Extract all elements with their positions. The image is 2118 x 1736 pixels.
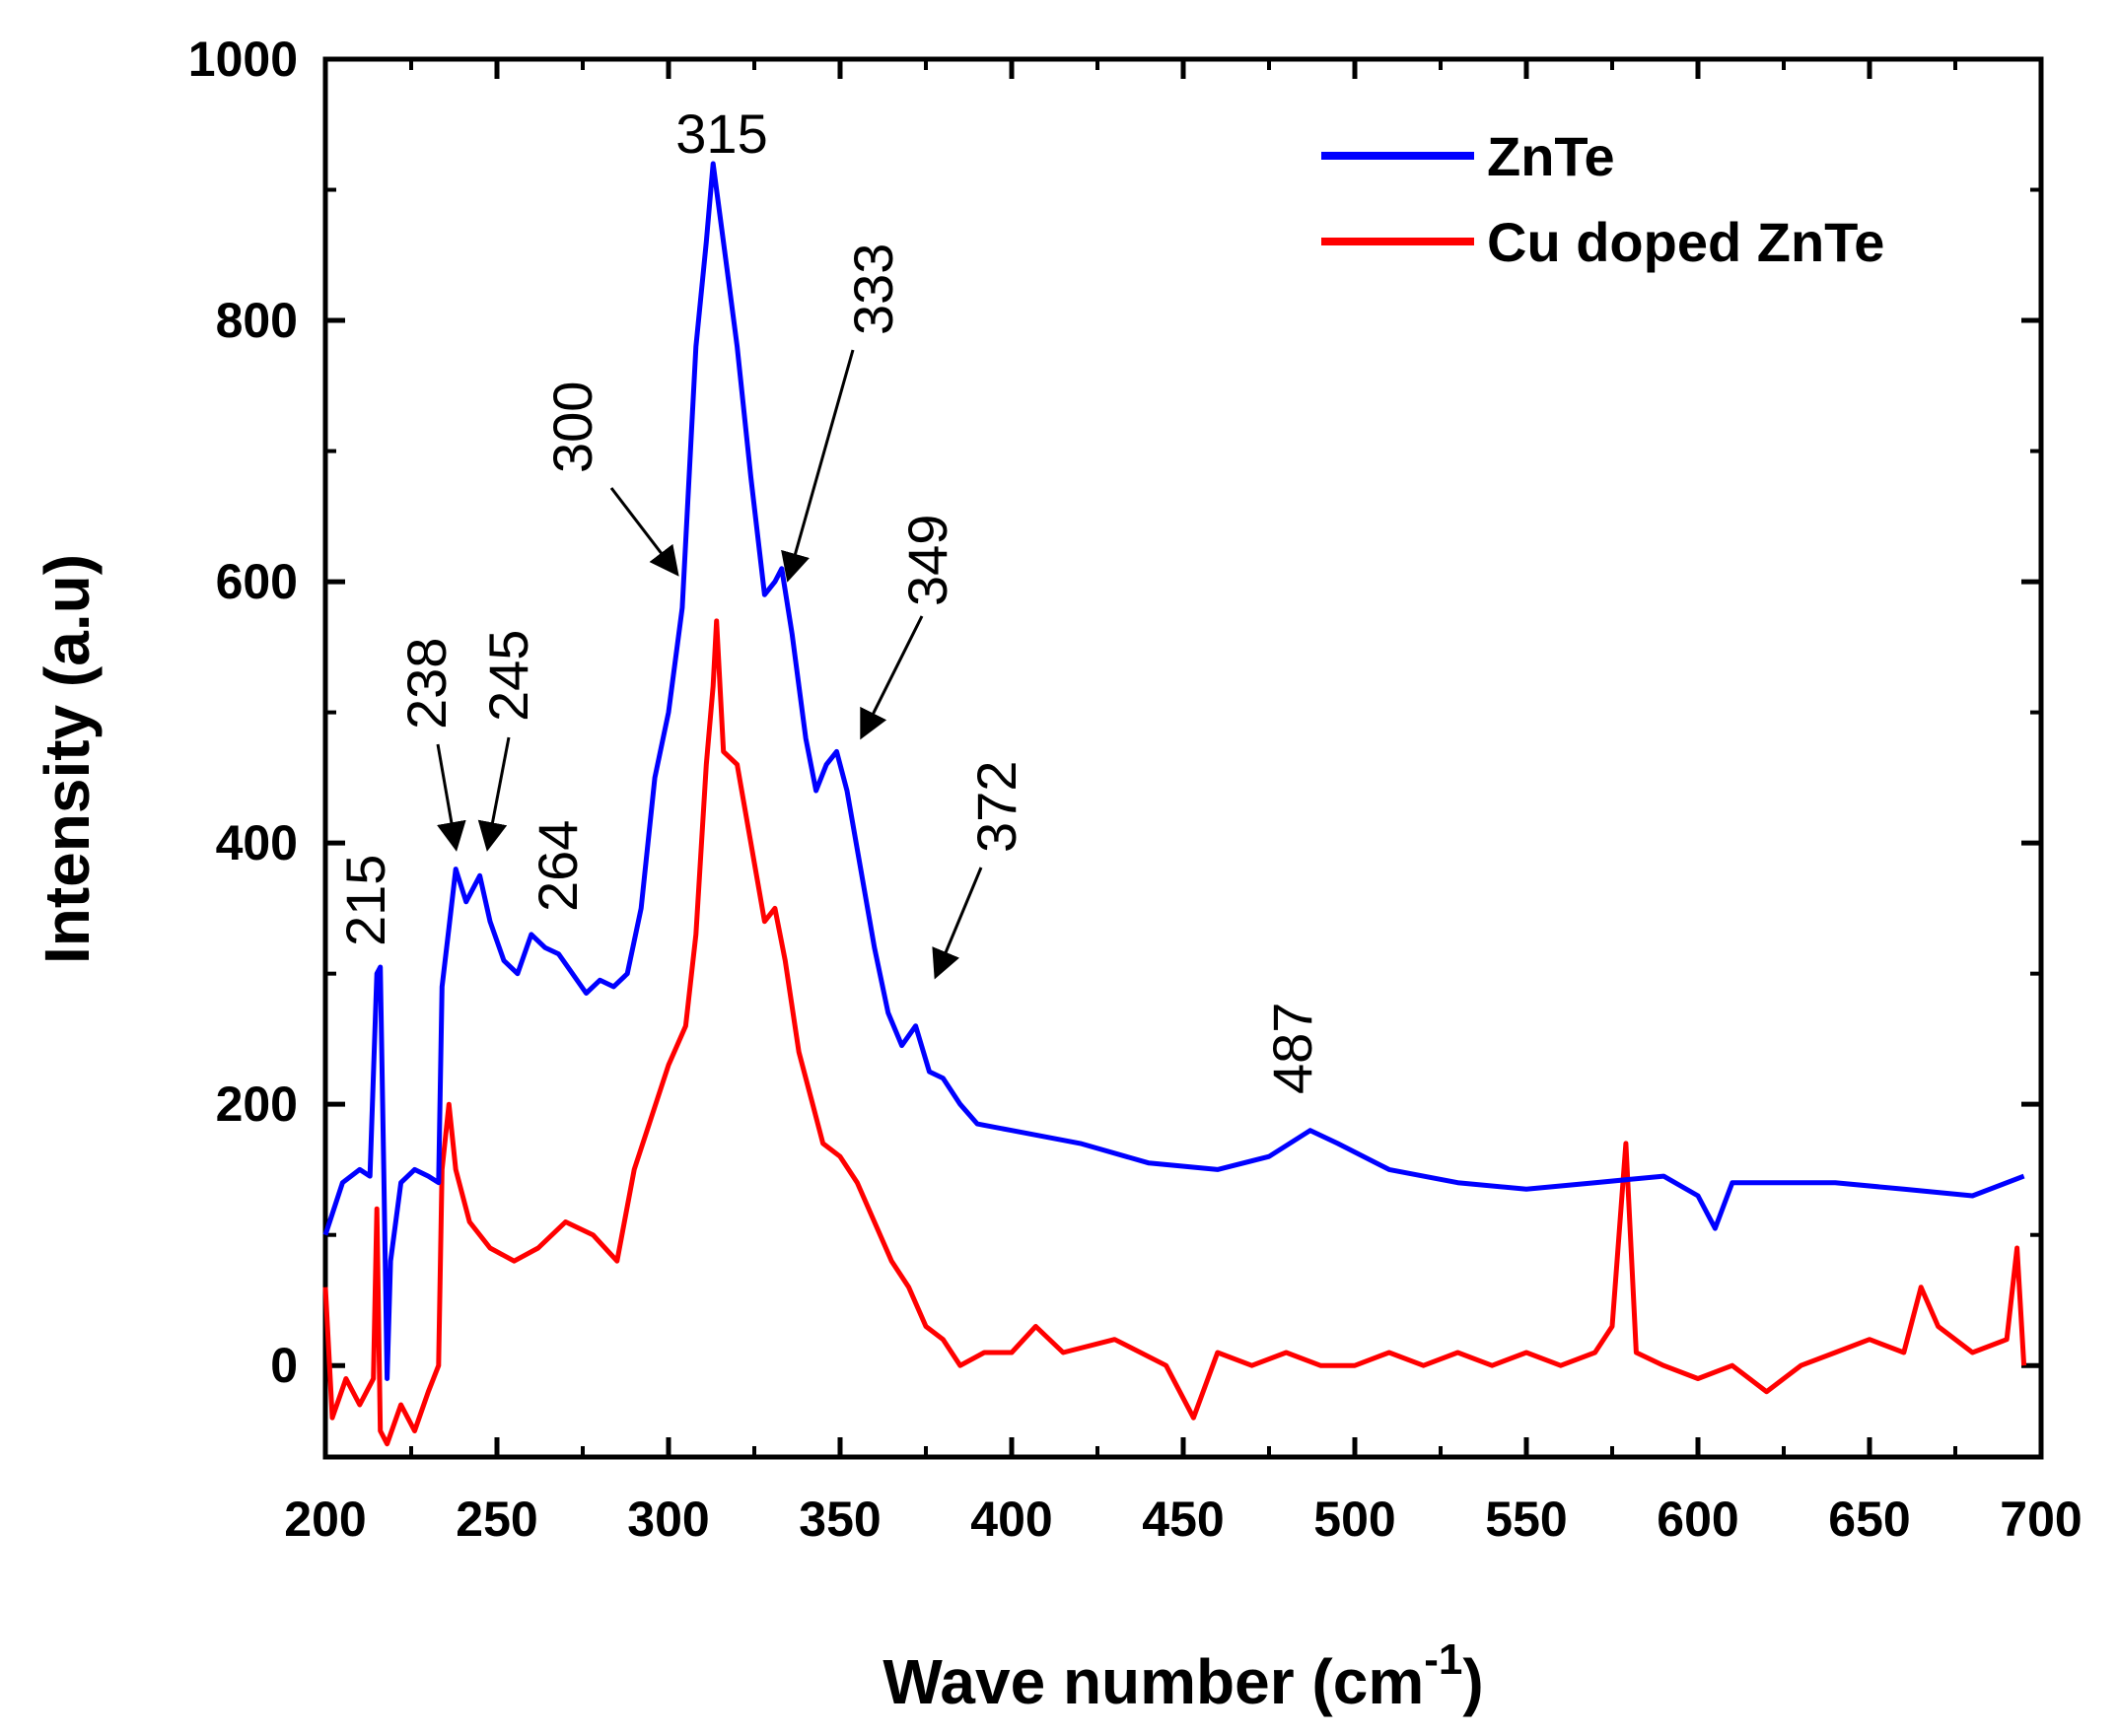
peak-label-372: 372 [965, 761, 1027, 853]
series-layer [322, 161, 2027, 1447]
peak-label-333: 333 [842, 243, 904, 335]
legend: ZnTe Cu doped ZnTe [1321, 125, 1884, 273]
x-tick-label-200: 200 [284, 1492, 366, 1547]
x-tick-label-500: 500 [1313, 1492, 1395, 1547]
peak-arrow-245 [477, 736, 511, 852]
x-tick-label-550: 550 [1485, 1492, 1567, 1547]
peak-label-487: 487 [1261, 1003, 1323, 1094]
y-tick-label-600: 600 [216, 554, 298, 609]
peak-label-245: 245 [477, 630, 539, 722]
series-line-znte [322, 161, 2025, 1381]
peak-arrow-238 [436, 743, 466, 852]
y-tick-label-1000: 1000 [188, 32, 298, 87]
x-axis-title-close: ) [1462, 1646, 1483, 1717]
peak-label-349: 349 [896, 515, 958, 606]
peak-arrow-333 [781, 349, 855, 583]
series-line-cu-doped-znte [322, 618, 2027, 1447]
x-tick-label-700: 700 [2000, 1492, 2082, 1547]
peak-arrow-300 [609, 487, 679, 577]
y-tick-label-0: 0 [270, 1338, 298, 1393]
x-axis-title-main: Wave number (cm [882, 1646, 1424, 1717]
legend-label-cu-doped-znte: Cu doped ZnTe [1487, 211, 1884, 273]
x-tick-label-450: 450 [1142, 1492, 1224, 1547]
peak-annotations: 215 238 245 264 300 315 333 349 372 487 [334, 103, 1323, 1094]
x-tick-label-300: 300 [627, 1492, 709, 1547]
peak-label-238: 238 [395, 638, 458, 729]
y-tick-label-200: 200 [216, 1076, 298, 1132]
y-tick-label-800: 800 [216, 293, 298, 348]
x-axis-tick-labels: 200 250 300 350 400 450 500 550 600 650 700 [284, 1492, 2082, 1547]
axis-ticks [322, 56, 2044, 1457]
y-tick-label-400: 400 [216, 815, 298, 870]
y-axis-title: Intensity (a.u) [32, 554, 103, 964]
x-axis-title: Wave number (cm-1) [882, 1635, 1483, 1717]
x-tick-label-600: 600 [1657, 1492, 1738, 1547]
x-tick-label-650: 650 [1828, 1492, 1910, 1547]
x-axis-title-superscript: -1 [1424, 1635, 1462, 1684]
peak-label-264: 264 [527, 820, 589, 912]
peak-label-315: 315 [675, 103, 767, 165]
x-tick-label-400: 400 [970, 1492, 1052, 1547]
x-tick-label-250: 250 [456, 1492, 537, 1547]
peak-label-300: 300 [541, 382, 603, 473]
peak-label-215: 215 [334, 855, 396, 946]
x-tick-label-350: 350 [799, 1492, 881, 1547]
y-axis-tick-labels: 0 200 400 600 800 1000 [188, 32, 298, 1393]
peak-arrow-349 [860, 615, 924, 740]
peak-arrow-372 [932, 867, 983, 980]
legend-label-znte: ZnTe [1487, 125, 1615, 187]
